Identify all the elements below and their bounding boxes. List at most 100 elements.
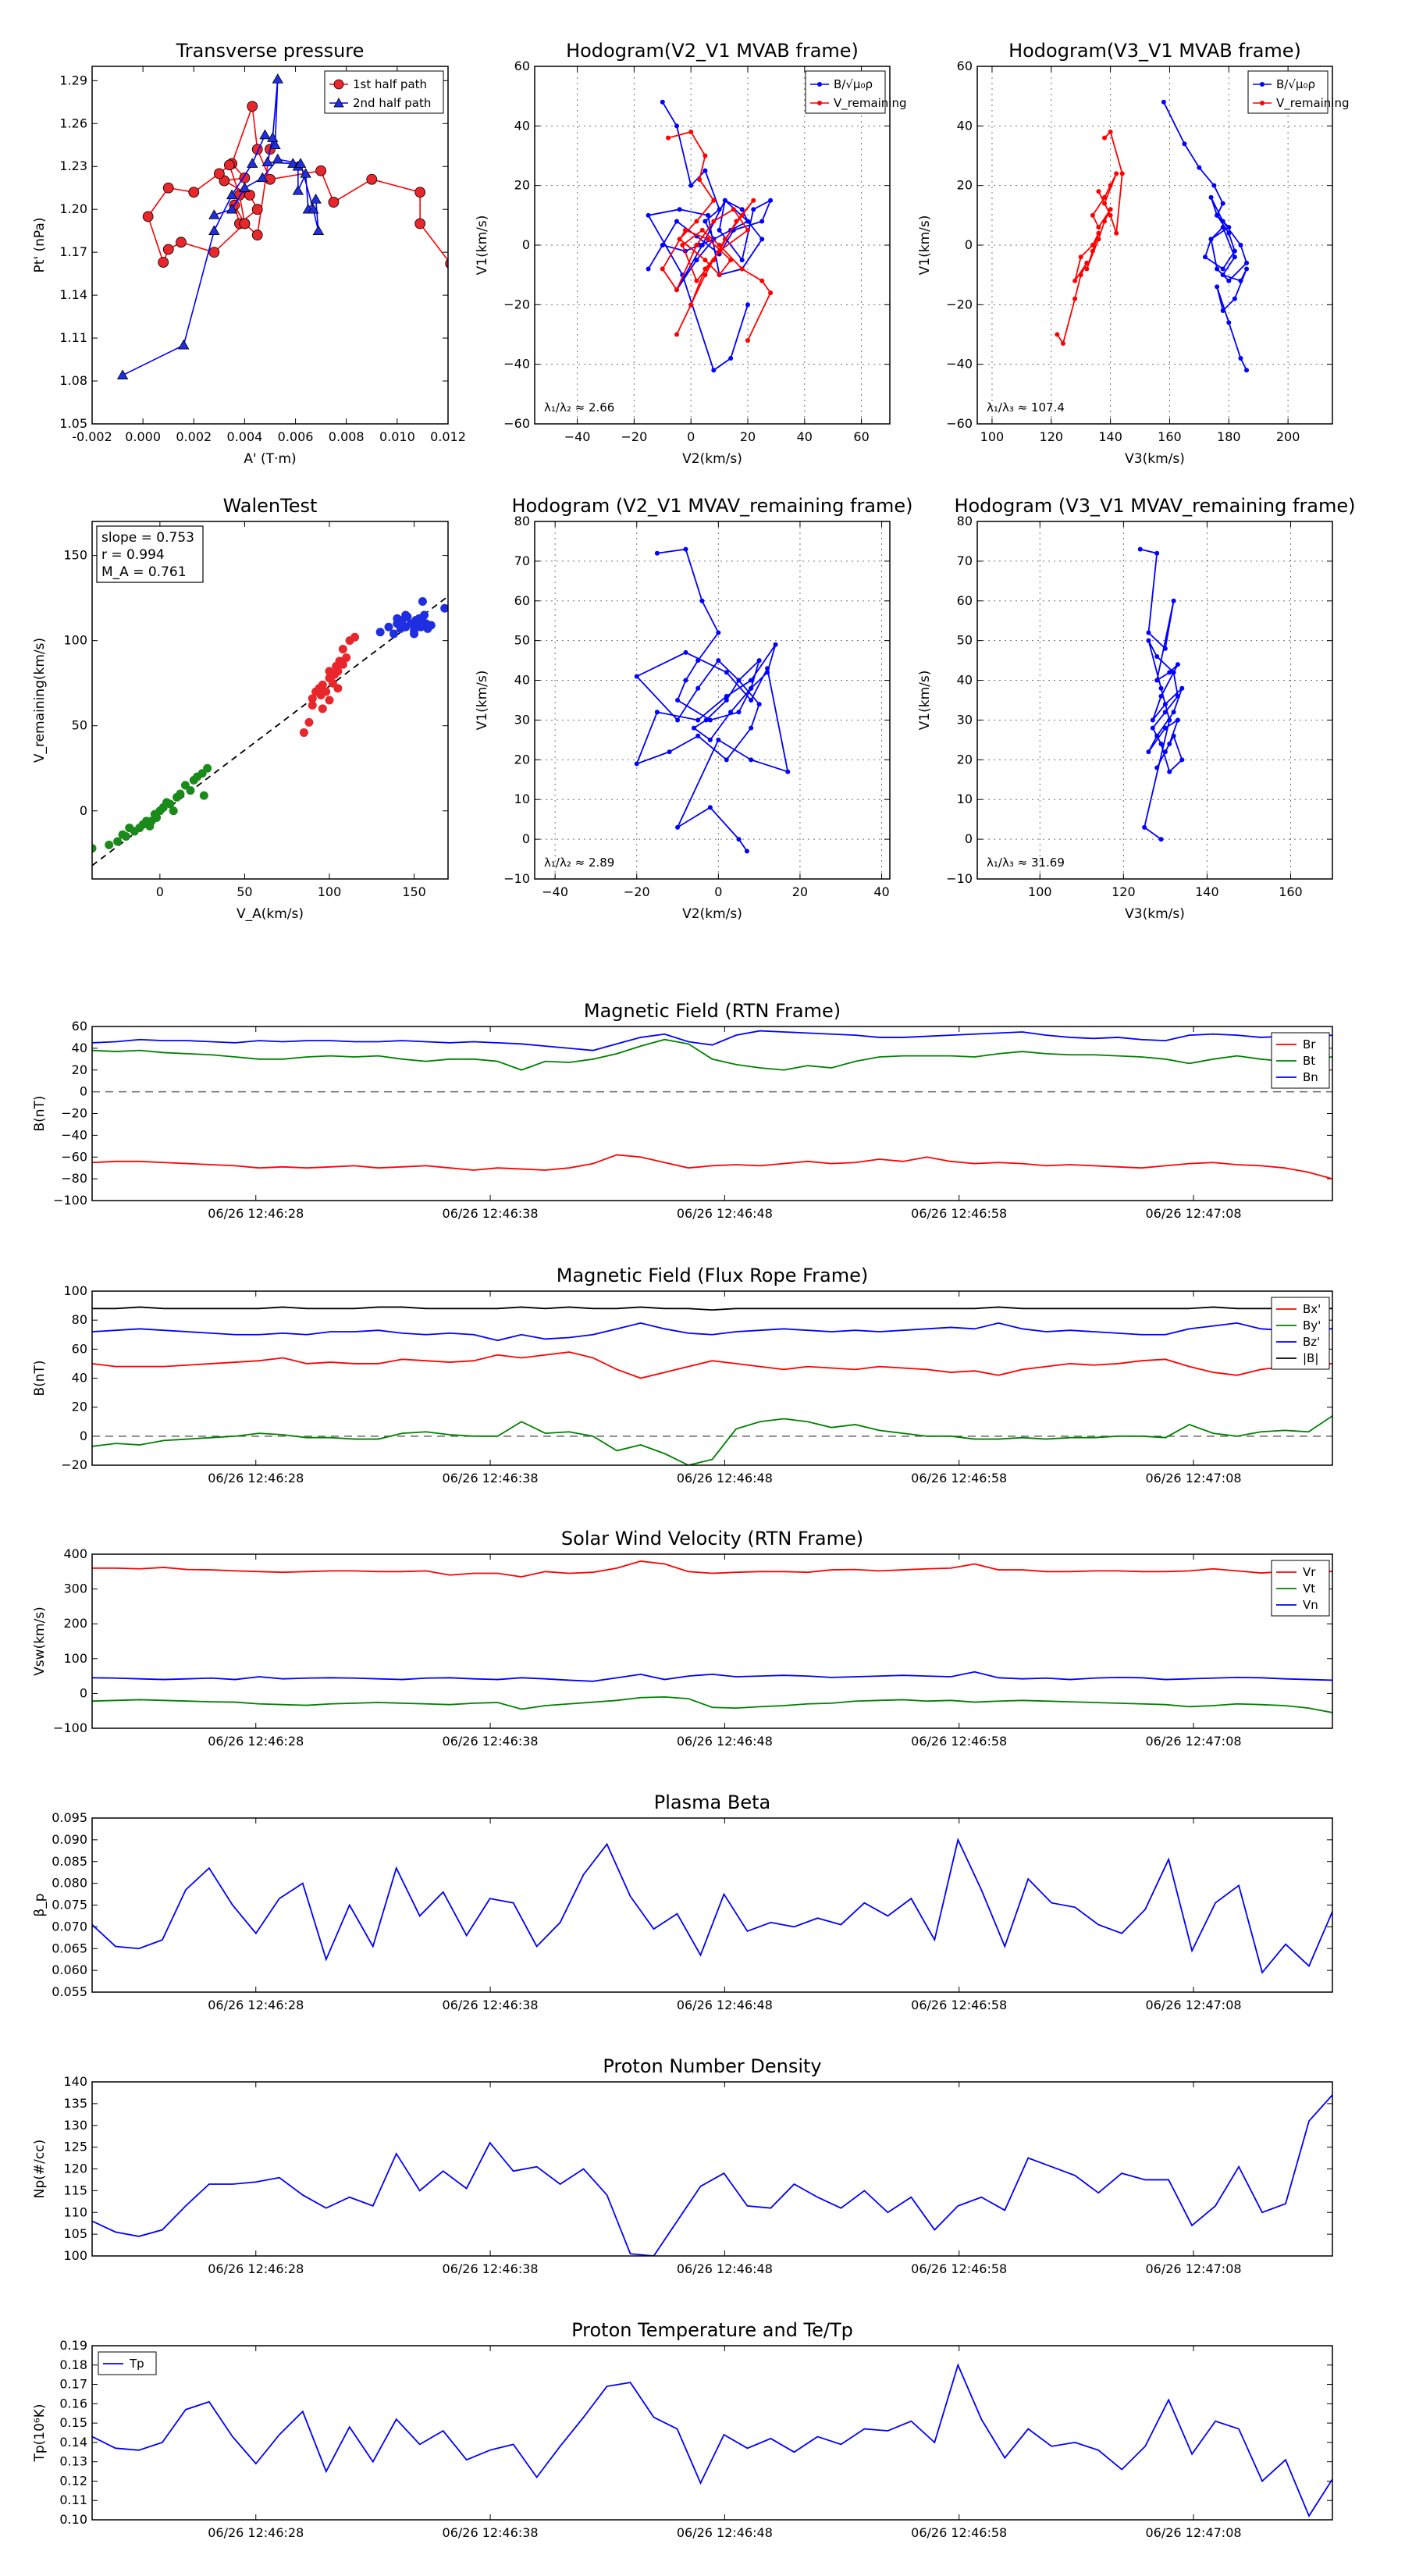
np-axes-frame <box>91 2081 1333 2257</box>
data-point <box>1078 254 1083 260</box>
series-line-Tp <box>92 2363 1332 2517</box>
fit-line <box>92 596 448 866</box>
data-point <box>257 172 269 183</box>
series-line-V_remaining <box>1056 130 1123 346</box>
data-point <box>1171 598 1176 603</box>
data-point <box>716 658 721 664</box>
y-tick-label: 20 <box>514 178 530 193</box>
data-point <box>691 725 696 731</box>
tp-axes-frame <box>91 2345 1333 2521</box>
x-tick-label: 100 <box>318 884 342 899</box>
data-point <box>1084 266 1090 272</box>
data-point <box>717 207 722 212</box>
data-point <box>711 258 717 263</box>
data-point <box>674 287 679 293</box>
data-point <box>1182 141 1187 147</box>
data-point <box>1226 278 1232 283</box>
data-point <box>312 225 325 235</box>
vsw-plot-area <box>92 1560 1332 1713</box>
h3-annotation: λ₁/λ₃ ≈ 107.4 <box>987 400 1065 415</box>
pt-plot-area <box>116 73 448 379</box>
y-tick-label: 100 <box>63 1283 87 1298</box>
data-point <box>1162 749 1168 755</box>
legend-marker <box>1260 82 1264 87</box>
data-point <box>208 247 220 258</box>
y-tick-label: 105 <box>63 2226 87 2241</box>
h3r-annotation: λ₁/λ₃ ≈ 31.69 <box>987 856 1065 870</box>
data-point <box>410 629 419 639</box>
data-point <box>1078 272 1083 278</box>
x-tick-label: 100 <box>980 429 1005 444</box>
legend-label: By' <box>1303 1318 1321 1332</box>
data-point <box>785 769 791 774</box>
data-point <box>683 649 688 655</box>
y-tick-label: 0.18 <box>59 2357 87 2372</box>
data-point <box>165 799 175 809</box>
y-tick-label: −20 <box>503 297 530 311</box>
walen-panel: WalenTest 0 50 100 150 0 50 100 150 V_A(km/s) V_re… <box>32 495 449 922</box>
x-tick-label: 06/26 12:46:28 <box>208 1471 304 1485</box>
h3-xlabel: V3(km/s) <box>1125 451 1185 467</box>
y-tick-label: −80 <box>61 1171 87 1186</box>
y-tick-label: 60 <box>514 59 530 73</box>
data-point <box>445 258 448 269</box>
data-point <box>711 219 717 224</box>
x-tick-label: 06/26 12:46:48 <box>677 1998 773 2012</box>
data-point <box>1158 693 1164 699</box>
data-point <box>389 629 399 639</box>
y-tick-label: 0 <box>80 803 87 818</box>
data-point <box>724 757 729 763</box>
data-point <box>1208 237 1214 242</box>
y-tick-label: 40 <box>514 673 530 688</box>
x-tick-label: 20 <box>792 884 808 899</box>
x-tick-label: 06/26 12:46:38 <box>443 1734 539 1749</box>
data-point <box>1119 171 1125 176</box>
data-point <box>158 257 169 268</box>
x-tick-label: 0 <box>687 429 695 444</box>
data-point <box>338 645 347 654</box>
y-tick-label: 0.090 <box>52 1832 87 1847</box>
data-point <box>739 207 745 212</box>
data-point <box>1161 99 1166 105</box>
data-point <box>251 229 263 241</box>
data-point <box>756 702 762 707</box>
data-point <box>707 717 713 723</box>
y-tick-label: −100 <box>53 1193 87 1208</box>
x-tick-label: −20 <box>621 429 648 444</box>
data-point <box>1232 254 1237 260</box>
data-point <box>414 218 426 229</box>
legend-label: Tp <box>129 2357 144 2371</box>
data-point <box>1108 129 1113 134</box>
bfield-axes-frame <box>91 1026 1333 1201</box>
data-point <box>1158 837 1164 842</box>
y-tick-label: 100 <box>63 1651 87 1666</box>
y-tick-label: −20 <box>946 297 973 311</box>
beta-plot-area <box>92 1838 1332 1974</box>
data-point <box>702 219 708 224</box>
data-point <box>1154 733 1160 738</box>
y-tick-label: 40 <box>72 1371 87 1386</box>
data-point <box>751 197 756 203</box>
legend-marker <box>817 82 822 87</box>
data-point <box>1154 678 1160 683</box>
data-point <box>1215 284 1220 290</box>
y-tick-label: −100 <box>53 1720 87 1735</box>
data-point <box>694 219 699 224</box>
y-tick-label: 120 <box>63 2161 87 2176</box>
data-point <box>426 621 436 630</box>
data-point <box>1175 693 1180 699</box>
data-point <box>1102 201 1108 206</box>
y-tick-label: 60 <box>957 593 973 608</box>
data-point <box>736 837 742 842</box>
legend-marker <box>333 79 344 90</box>
x-tick-label: 06/26 12:46:48 <box>677 1206 773 1221</box>
legend-label: Bx' <box>1303 1302 1321 1316</box>
pt-axes-frame <box>91 66 449 425</box>
data-point <box>294 158 307 168</box>
data-point <box>366 173 378 185</box>
data-point <box>1238 243 1243 247</box>
data-point <box>325 696 334 705</box>
h3-title: Hodogram(V3_V1 MVAB frame) <box>1008 40 1301 62</box>
y-tick-label: 400 <box>63 1546 87 1561</box>
data-point <box>707 737 713 742</box>
